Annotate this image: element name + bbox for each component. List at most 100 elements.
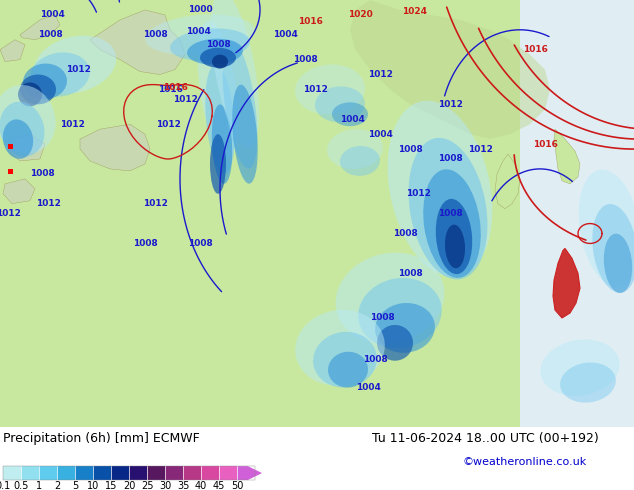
- Ellipse shape: [232, 85, 258, 184]
- Text: 1004: 1004: [340, 115, 365, 124]
- Text: 1008: 1008: [188, 239, 212, 248]
- Bar: [93, 466, 111, 480]
- Polygon shape: [3, 179, 35, 204]
- Text: 1004: 1004: [273, 30, 297, 39]
- Ellipse shape: [3, 120, 33, 159]
- Ellipse shape: [212, 55, 228, 69]
- Text: 30: 30: [159, 481, 171, 490]
- Ellipse shape: [377, 325, 413, 361]
- Text: 1008: 1008: [398, 269, 422, 278]
- Text: 1004: 1004: [356, 383, 380, 392]
- Bar: [147, 466, 165, 480]
- Text: 1016: 1016: [158, 85, 183, 94]
- Ellipse shape: [387, 101, 493, 277]
- Text: 10: 10: [87, 481, 99, 490]
- Ellipse shape: [604, 234, 632, 293]
- Text: ©weatheronline.co.uk: ©weatheronline.co.uk: [462, 457, 586, 467]
- Bar: [183, 466, 201, 480]
- Bar: [219, 466, 237, 480]
- Polygon shape: [80, 124, 150, 171]
- Polygon shape: [237, 466, 262, 480]
- Text: 5: 5: [72, 481, 78, 490]
- Ellipse shape: [145, 14, 255, 55]
- Text: 40: 40: [195, 481, 207, 490]
- Bar: [165, 466, 183, 480]
- Ellipse shape: [445, 224, 465, 268]
- Text: 1008: 1008: [30, 170, 55, 178]
- Ellipse shape: [198, 21, 238, 158]
- Ellipse shape: [327, 129, 383, 169]
- Ellipse shape: [408, 138, 488, 279]
- Text: 1016: 1016: [533, 140, 557, 148]
- Bar: [111, 466, 129, 480]
- Ellipse shape: [211, 0, 259, 148]
- Polygon shape: [495, 154, 520, 209]
- Bar: [39, 466, 57, 480]
- Polygon shape: [90, 10, 185, 74]
- Ellipse shape: [223, 40, 257, 169]
- Bar: [3, 466, 21, 480]
- Text: 1004: 1004: [186, 27, 210, 36]
- Bar: [8, 169, 13, 174]
- Ellipse shape: [212, 104, 232, 184]
- Ellipse shape: [34, 36, 116, 94]
- Polygon shape: [8, 134, 45, 161]
- Text: 1008: 1008: [205, 40, 230, 49]
- Ellipse shape: [424, 170, 481, 278]
- Text: 1004: 1004: [368, 130, 392, 139]
- Ellipse shape: [579, 170, 634, 288]
- Ellipse shape: [0, 102, 44, 157]
- Text: 1012: 1012: [65, 65, 91, 74]
- Bar: [57, 466, 75, 480]
- Ellipse shape: [210, 134, 226, 194]
- Text: 20: 20: [123, 481, 135, 490]
- Ellipse shape: [20, 74, 56, 104]
- Text: 1012: 1012: [36, 199, 60, 208]
- Ellipse shape: [358, 278, 442, 348]
- Text: 1012: 1012: [172, 95, 197, 104]
- Text: 1000: 1000: [188, 5, 212, 14]
- Text: 1008: 1008: [370, 314, 394, 322]
- Ellipse shape: [315, 86, 365, 122]
- Ellipse shape: [170, 28, 250, 61]
- Text: 15: 15: [105, 481, 117, 490]
- Text: 1012: 1012: [155, 120, 181, 129]
- Bar: [129, 466, 147, 480]
- Ellipse shape: [332, 102, 368, 126]
- Ellipse shape: [335, 253, 444, 343]
- Ellipse shape: [375, 303, 435, 353]
- Bar: [201, 466, 219, 480]
- Ellipse shape: [18, 82, 42, 106]
- Bar: [8, 144, 13, 149]
- Ellipse shape: [436, 199, 472, 274]
- Text: 1020: 1020: [347, 10, 372, 20]
- Text: 1012: 1012: [406, 189, 430, 198]
- Text: 1012: 1012: [0, 209, 20, 218]
- Text: 1012: 1012: [143, 199, 167, 208]
- Text: 0.5: 0.5: [13, 481, 29, 490]
- Polygon shape: [554, 129, 580, 184]
- Ellipse shape: [0, 85, 56, 153]
- Text: Tu 11-06-2024 18..00 UTC (00+192): Tu 11-06-2024 18..00 UTC (00+192): [372, 432, 598, 445]
- Ellipse shape: [295, 310, 385, 386]
- Text: 1008: 1008: [398, 145, 422, 153]
- Text: 1008: 1008: [437, 209, 462, 218]
- Ellipse shape: [560, 363, 616, 403]
- Text: 50: 50: [231, 481, 243, 490]
- Ellipse shape: [340, 146, 380, 176]
- Bar: [3, 466, 255, 480]
- Text: 1016: 1016: [162, 83, 188, 92]
- Text: 1012: 1012: [60, 120, 84, 129]
- Ellipse shape: [592, 204, 634, 293]
- Ellipse shape: [187, 39, 243, 65]
- Ellipse shape: [313, 332, 377, 388]
- Bar: [21, 466, 39, 480]
- Ellipse shape: [328, 352, 368, 388]
- Ellipse shape: [200, 48, 236, 68]
- Text: 0.1: 0.1: [0, 481, 11, 490]
- Polygon shape: [350, 0, 550, 139]
- Text: 1008: 1008: [133, 239, 157, 248]
- Text: 25: 25: [141, 481, 153, 490]
- Text: 1008: 1008: [437, 154, 462, 164]
- Text: 1004: 1004: [39, 10, 65, 20]
